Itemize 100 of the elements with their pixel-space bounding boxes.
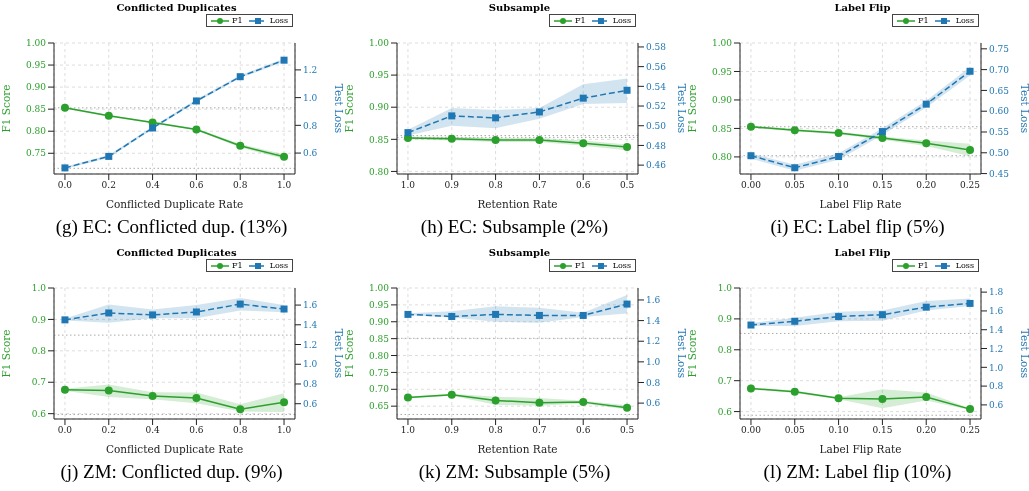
y-tick-label: 0.65 [368,401,390,412]
point [280,152,289,161]
y2-tick-label: 1.0 [646,357,661,368]
y-tick-label: 0.90 [368,316,390,327]
point [148,392,157,401]
point [492,310,500,318]
y2-tick-label: 0.6 [303,398,318,409]
y-tick-label: 0.95 [25,60,47,71]
y2-tick-label: 1.2 [303,65,318,76]
point [966,67,974,75]
y-tick-label: 0.80 [25,126,47,137]
y-tick-label: 0.85 [368,134,390,145]
point [878,311,886,319]
y2-tick-label: 0.56 [646,61,667,72]
x-tick-label: 0.8 [233,425,248,436]
y2-tick-label: 0.60 [989,106,1010,117]
point [790,126,799,135]
y2-tick-label: 1.6 [303,300,318,311]
x-axis-title: Conflicted Duplicate Rate [105,443,244,455]
x-tick-label: 1.0 [276,180,292,191]
y2-axis-title: Test Loss [1019,83,1029,134]
point [60,103,69,112]
chart-title: Label Flip [833,1,892,15]
y-tick-label: 1.00 [25,38,47,49]
point [579,398,588,407]
y2-tick-label: 0.8 [303,120,318,131]
y2-tick-label: 0.48 [646,140,667,151]
point [834,128,843,137]
x-tick-label: 0.00 [740,180,762,191]
x-tick-label: 0.15 [872,425,893,436]
x-tick-label: 0.0 [57,425,73,436]
y2-tick-label: 1.2 [646,336,661,347]
y-axis-title: F1 Score [0,329,12,378]
x-tick-label: 0.2 [101,180,116,191]
chart-title: Conflicted Duplicates [115,246,238,260]
point [236,73,244,81]
point [746,384,755,393]
y-tick-label: 0.9 [717,314,733,325]
point [280,305,288,313]
x-tick-label: 0.9 [444,180,460,191]
legend-label: F1 [918,261,929,270]
point [192,97,200,105]
point [579,311,587,319]
legend-label: Loss [955,16,974,25]
y-tick-label: 1.00 [368,283,390,294]
y-tick-label: 1.00 [711,38,733,49]
y-tick-label: 0.90 [711,95,733,106]
x-axis-title: Conflicted Duplicate Rate [105,198,244,210]
y2-tick-label: 0.8 [989,381,1004,392]
point [966,299,974,307]
point [966,405,975,414]
y2-tick-label: 1.2 [989,343,1004,354]
point [149,124,157,132]
legend-label: Loss [269,261,288,270]
legend-label: Loss [612,16,631,25]
x-tick-label: 1.0 [400,425,416,436]
text: (g) EC: Conflicted dup. (13%) [54,216,289,238]
y-tick-label: 0.85 [25,104,47,115]
y-tick-label: 0.75 [25,148,47,159]
y-tick-label: 0.6 [31,408,47,419]
chart-title: Subsample [487,246,552,260]
x-tick-label: 0.00 [740,425,762,436]
legend-label: F1 [575,261,586,270]
y2-tick-label: 1.0 [989,362,1004,373]
point [105,309,113,317]
x-tick-label: 0.0 [57,180,73,191]
y-tick-label: 0.8 [717,344,733,355]
y-tick-label: 0.80 [711,152,733,163]
x-tick-label: 0.10 [828,425,849,436]
legend-label: F1 [918,16,929,25]
y-tick-label: 0.90 [25,82,47,93]
text: (h) EC: Subsample (2%) [419,216,610,238]
chart-title: Conflicted Duplicates [115,1,238,15]
text: (l) ZM: Label flip (10%) [762,461,953,483]
x-tick-label: 0.20 [916,425,937,436]
x-tick-label: 0.4 [145,180,161,191]
y-tick-label: 0.80 [368,166,390,177]
point [104,111,113,120]
y-tick-label: 1.00 [368,38,390,49]
legend-label: Loss [269,16,288,25]
point [922,100,930,108]
point [491,396,500,405]
y2-tick-label: 0.50 [646,120,667,131]
y2-tick-label: 1.0 [303,359,318,370]
x-tick-label: 0.05 [784,180,806,191]
y-tick-label: 0.85 [368,333,390,344]
point [835,313,843,321]
x-tick-label: 0.7 [532,180,547,191]
y-tick-label: 1.0 [717,283,733,294]
point [922,303,930,311]
legend-label: Loss [955,261,974,270]
y-tick-label: 1.0 [31,283,47,294]
y2-tick-label: 1.4 [303,319,318,330]
y-tick-label: 0.70 [368,384,390,395]
point [192,125,201,134]
point [448,312,456,320]
x-axis-title: Retention Rate [477,198,558,210]
legend-label: F1 [232,16,243,25]
point [791,317,799,325]
y-tick-label: 0.95 [711,66,733,77]
